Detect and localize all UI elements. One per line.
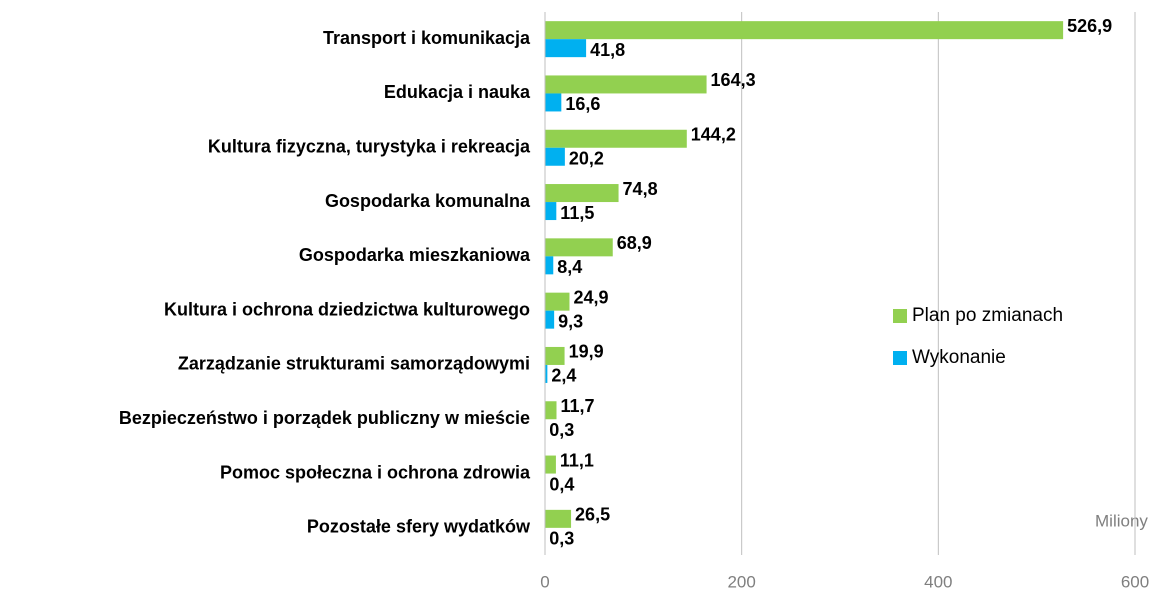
value-label: 68,9 [617,233,652,253]
y-tick-label: Kultura i ochrona dziedzictwa kulturoweg… [164,299,530,319]
y-tick-label: Pozostałe sfery wydatków [307,517,531,537]
value-label: 11,5 [560,203,594,223]
bar [545,21,1064,40]
y-tick-label: Zarządzanie strukturami samorządowymi [178,354,530,374]
bar [545,455,556,474]
x-tick-label: 200 [727,572,755,591]
bar [545,129,687,148]
legend-label: Plan po zmianach [912,305,1063,326]
bar [545,310,555,329]
bar [545,364,548,383]
y-tick-label: Bezpieczeństwo i porządek publiczny w mi… [119,408,530,428]
x-tick-label: 600 [1121,572,1149,591]
bar [545,509,572,528]
value-label: 9,3 [558,311,583,331]
y-tick-label: Kultura fizyczna, turystyka i rekreacja [208,137,531,157]
y-tick-label: Gospodarka mieszkaniowa [299,245,531,265]
value-label: 41,8 [590,40,625,60]
bar [545,256,554,275]
value-label: 8,4 [557,257,582,277]
legend-swatch [893,351,907,365]
bar [545,202,557,221]
value-label: 16,6 [565,94,600,114]
value-label: 144,2 [691,125,736,145]
bar [545,184,619,203]
value-label: 0,3 [549,420,574,440]
y-tick-label: Pomoc społeczna i ochrona zdrowia [220,462,531,482]
value-label: 2,4 [551,366,576,386]
legend-swatch [893,309,907,323]
value-label: 19,9 [569,342,604,362]
bar [545,346,565,365]
bar [545,39,587,58]
y-tick-label: Gospodarka komunalna [325,191,531,211]
value-label: 11,1 [560,450,594,470]
bar [545,401,557,420]
x-tick-label: 400 [924,572,952,591]
value-label: 0,3 [549,529,574,549]
y-tick-label: Edukacja i nauka [384,82,531,102]
value-label: 26,5 [575,505,610,525]
value-label: 20,2 [569,149,604,169]
bar [545,75,707,94]
y-tick-label: Transport i komunikacja [323,28,531,48]
value-label: 24,9 [573,287,608,307]
legend-label: Wykonanie [912,347,1006,368]
bar [545,238,613,257]
axis-unit-label: Miliony [1095,511,1148,530]
bar [545,93,562,112]
bar [545,292,570,311]
bar [545,147,565,166]
value-label: 164,3 [711,70,756,90]
value-label: 11,7 [561,396,595,416]
x-tick-label: 0 [540,572,549,591]
value-label: 526,9 [1067,16,1112,36]
value-label: 0,4 [549,474,574,494]
value-label: 74,8 [623,179,658,199]
